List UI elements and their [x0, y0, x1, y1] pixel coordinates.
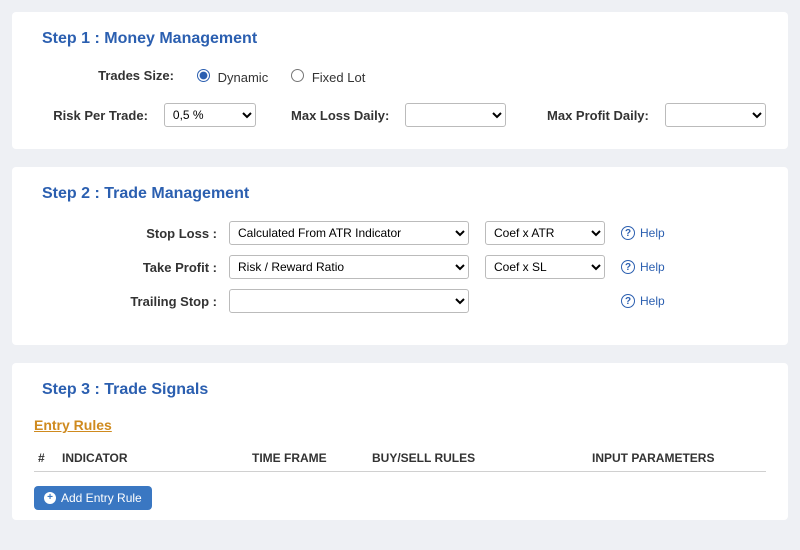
step2-panel: Step 2 : Trade Management Stop Loss : Ca… [12, 167, 788, 345]
radio-fixed-label: Fixed Lot [312, 70, 365, 85]
help-icon: ? [621, 294, 635, 308]
max-loss-select[interactable] [405, 103, 506, 127]
max-profit-select[interactable] [665, 103, 766, 127]
max-loss-label: Max Loss Daily: [280, 108, 389, 123]
signals-table: # INDICATOR TIME FRAME BUY/SELL RULES IN… [34, 445, 766, 472]
trailing-stop-help[interactable]: ? Help [621, 294, 665, 308]
radio-dynamic-label: Dynamic [218, 70, 269, 85]
add-entry-rule-label: Add Entry Rule [61, 491, 142, 505]
take-profit-label: Take Profit : [34, 260, 229, 275]
help-label: Help [640, 226, 665, 240]
entry-rules-heading: Entry Rules [34, 417, 766, 433]
risk-select[interactable]: 0,5 % [164, 103, 256, 127]
trailing-stop-select[interactable] [229, 289, 469, 313]
radio-dynamic-wrap[interactable]: Dynamic [192, 66, 268, 85]
take-profit-help[interactable]: ? Help [621, 260, 665, 274]
step3-title: Step 3 : Trade Signals [42, 381, 766, 399]
stop-loss-row: Stop Loss : Calculated From ATR Indicato… [34, 221, 766, 245]
add-entry-rule-button[interactable]: + Add Entry Rule [34, 486, 152, 510]
step3-panel: Step 3 : Trade Signals Entry Rules # IND… [12, 363, 788, 520]
stop-loss-label: Stop Loss : [34, 226, 229, 241]
col-indicator: INDICATOR [58, 445, 248, 472]
help-label: Help [640, 294, 665, 308]
col-params: INPUT PARAMETERS [588, 445, 766, 472]
step1-title: Step 1 : Money Management [42, 30, 766, 48]
radio-fixed-wrap[interactable]: Fixed Lot [286, 66, 365, 85]
trailing-stop-label: Trailing Stop : [34, 294, 229, 309]
take-profit-select[interactable]: Risk / Reward Ratio [229, 255, 469, 279]
take-profit-row: Take Profit : Risk / Reward Ratio Coef x… [34, 255, 766, 279]
help-icon: ? [621, 226, 635, 240]
col-num: # [34, 445, 58, 472]
step2-title: Step 2 : Trade Management [42, 185, 766, 203]
plus-icon: + [44, 492, 56, 504]
take-profit-sub-select[interactable]: Coef x SL [485, 255, 605, 279]
stop-loss-help[interactable]: ? Help [621, 226, 665, 240]
col-timeframe: TIME FRAME [248, 445, 368, 472]
risk-row: Risk Per Trade: 0,5 % Max Loss Daily: Ma… [34, 103, 766, 127]
max-profit-label: Max Profit Daily: [530, 108, 648, 123]
stop-loss-sub-select[interactable]: Coef x ATR [485, 221, 605, 245]
table-header-row: # INDICATOR TIME FRAME BUY/SELL RULES IN… [34, 445, 766, 472]
col-rules: BUY/SELL RULES [368, 445, 588, 472]
stop-loss-select[interactable]: Calculated From ATR Indicator [229, 221, 469, 245]
trades-size-radio-group: Dynamic Fixed Lot [192, 66, 365, 85]
radio-dynamic[interactable] [197, 69, 210, 82]
trailing-stop-row: Trailing Stop : ? Help [34, 289, 766, 313]
help-label: Help [640, 260, 665, 274]
trades-size-row: Trades Size: Dynamic Fixed Lot [54, 66, 766, 85]
trades-size-label: Trades Size: [54, 68, 174, 83]
risk-label: Risk Per Trade: [34, 108, 148, 123]
help-icon: ? [621, 260, 635, 274]
step1-panel: Step 1 : Money Management Trades Size: D… [12, 12, 788, 149]
radio-fixed[interactable] [291, 69, 304, 82]
